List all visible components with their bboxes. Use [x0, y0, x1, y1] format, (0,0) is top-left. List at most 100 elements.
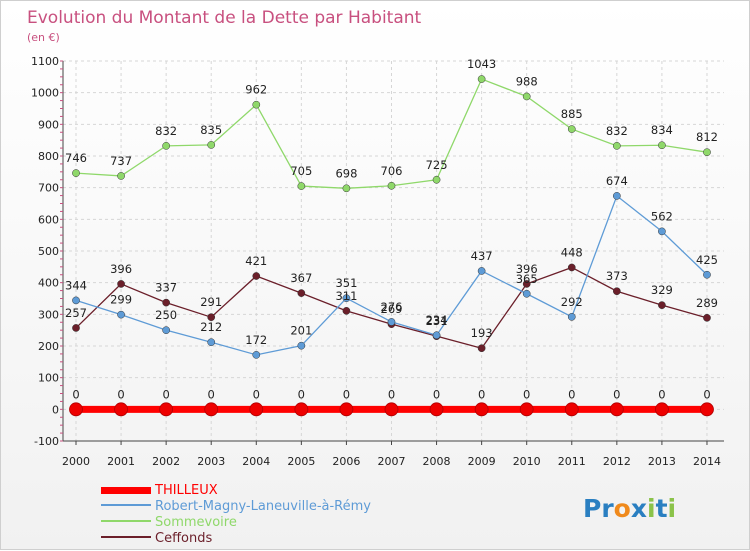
data-point [69, 402, 83, 417]
series-1 [72, 192, 711, 359]
data-point [117, 310, 125, 319]
data-label: 0 [658, 387, 665, 401]
y-tick-label: 100 [38, 372, 59, 385]
y-tick-label: 600 [38, 213, 59, 226]
data-point [342, 307, 351, 315]
data-label: 706 [381, 164, 403, 178]
series-0 [69, 402, 714, 417]
data-label: 396 [110, 262, 132, 276]
data-label: 276 [381, 300, 403, 314]
data-label: 725 [426, 158, 448, 172]
data-point [477, 344, 486, 353]
data-label: 396 [516, 262, 538, 276]
data-label: 988 [516, 74, 538, 88]
data-label: 250 [155, 308, 177, 322]
data-point [564, 402, 579, 417]
data-label: 0 [523, 387, 530, 401]
data-point [477, 75, 486, 83]
logo-letter: i [668, 494, 677, 523]
y-tick-label: 700 [38, 182, 59, 195]
data-point [612, 192, 621, 200]
data-label: 962 [245, 83, 267, 97]
data-point [162, 142, 170, 150]
data-label: 674 [606, 174, 628, 188]
data-point [72, 169, 80, 177]
proxiti-logo: Proxiti [583, 494, 676, 523]
data-label: 0 [613, 387, 620, 401]
x-tick-label: 2000 [62, 455, 90, 468]
legend-label: Ceffonds [155, 531, 212, 546]
series-2 [72, 75, 711, 193]
data-point [249, 402, 264, 417]
data-point [612, 142, 621, 150]
grid [63, 60, 724, 442]
data-label: 367 [290, 271, 312, 285]
y-tick-label: 500 [38, 245, 59, 258]
x-tick-label: 2009 [468, 455, 496, 468]
data-point [432, 331, 441, 340]
chart-title: Evolution du Montant de la Dette par Hab… [27, 8, 422, 28]
legend-label: THILLEUX [154, 483, 218, 498]
chart-subtitle: (en €) [27, 31, 60, 44]
x-tick-label: 2012 [603, 455, 631, 468]
data-label: 0 [72, 387, 79, 401]
data-point [207, 141, 216, 149]
data-point [294, 402, 309, 417]
data-point [117, 280, 125, 288]
x-tick-label: 2007 [377, 455, 405, 468]
data-point [72, 296, 80, 305]
data-label: 0 [298, 387, 305, 401]
data-point [339, 402, 354, 417]
x-tick-label: 2002 [152, 455, 180, 468]
axes: -100010020030040050060070080090010001100… [31, 55, 724, 468]
data-point [342, 294, 351, 303]
legend: THILLEUXRobert-Magny-Laneuville-à-RémySo… [101, 483, 371, 546]
x-tick-label: 2014 [693, 455, 721, 468]
data-label: 0 [433, 387, 440, 401]
x-tick-label: 2001 [107, 455, 135, 468]
data-point [159, 402, 174, 417]
data-label: 1043 [467, 57, 496, 71]
series [69, 75, 714, 417]
data-point [700, 402, 714, 417]
y-tick-label: 900 [38, 118, 59, 131]
data-point [658, 301, 666, 309]
data-point [567, 263, 576, 272]
data-point [567, 125, 576, 133]
x-tick-label: 2003 [197, 455, 225, 468]
data-label: 365 [516, 272, 538, 286]
data-point [387, 181, 396, 190]
x-tick-label: 2004 [242, 455, 270, 468]
data-point [162, 326, 170, 335]
data-label: 705 [290, 164, 312, 178]
data-point [252, 351, 261, 359]
data-label: 231 [426, 314, 448, 328]
y-tick-label: 1000 [31, 87, 59, 100]
x-tick-label: 2010 [513, 455, 541, 468]
data-point [474, 402, 489, 417]
data-label: 234 [426, 313, 448, 327]
data-point [297, 341, 306, 350]
data-label: 0 [703, 387, 710, 401]
data-point [387, 318, 396, 326]
data-point [114, 402, 128, 417]
data-label: 448 [561, 245, 583, 259]
logo-letter: o [614, 494, 631, 523]
data-point [207, 313, 216, 322]
data-point [384, 402, 399, 417]
data-point [522, 280, 531, 288]
y-tick-label: -100 [34, 435, 59, 448]
data-label: 0 [478, 387, 485, 401]
data-point [432, 175, 441, 184]
data-label: 292 [561, 295, 583, 309]
logo-letter: r [601, 494, 614, 523]
data-point [207, 338, 216, 347]
data-label: 299 [110, 293, 132, 307]
data-label: 834 [651, 123, 673, 137]
data-point [297, 182, 306, 190]
logo-letter: P [583, 494, 601, 523]
data-label: 212 [200, 320, 222, 334]
data-point [72, 324, 80, 332]
y-tick-label: 800 [38, 150, 59, 163]
